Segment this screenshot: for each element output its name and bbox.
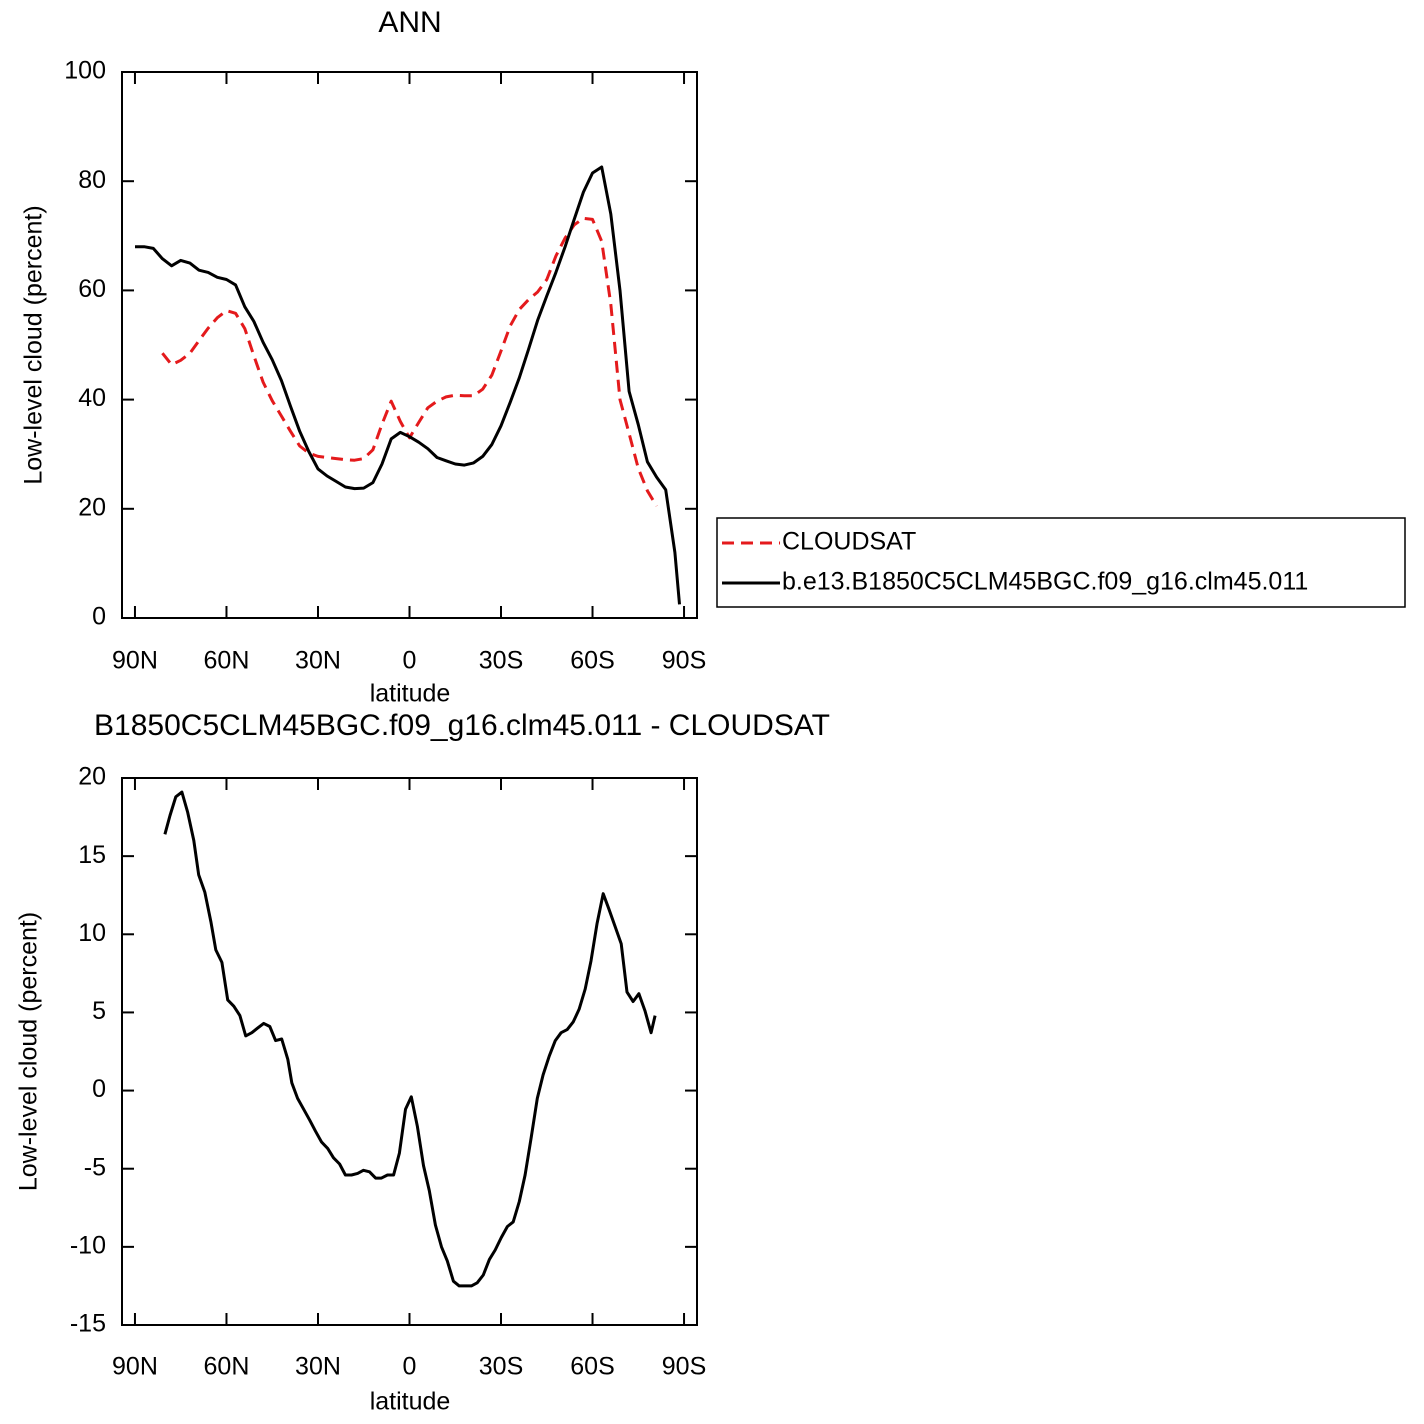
x-tick-label: 60S — [570, 1353, 614, 1381]
x-tick-label: 60N — [204, 647, 250, 675]
x-tick-label: 60N — [204, 1353, 250, 1381]
x-tick-label: 90N — [112, 1353, 158, 1381]
data-line — [135, 165, 681, 605]
y-tick-label: 80 — [78, 166, 106, 194]
legend-box — [716, 517, 1406, 608]
legend-label: b.e13.B1850C5CLM45BGC.f09_g16.clm45.011 — [782, 568, 1308, 596]
y-axis-label: Low-level cloud (percent) — [20, 205, 48, 484]
x-tick-label: 30N — [295, 647, 341, 675]
y-tick-label: 15 — [78, 841, 106, 869]
plot-frame — [121, 71, 698, 619]
x-tick-label: 90N — [112, 647, 158, 675]
x-tick-label: 90S — [662, 1353, 706, 1381]
x-tick-label: 90S — [662, 647, 706, 675]
y-tick-label: 20 — [78, 763, 106, 791]
y-tick-label: 40 — [78, 384, 106, 412]
x-tick-label: 60S — [570, 647, 614, 675]
y-tick-label: 100 — [64, 57, 106, 85]
x-axis-label: latitude — [370, 1388, 451, 1416]
y-tick-label: -5 — [84, 1153, 106, 1181]
y-tick-label: 5 — [92, 997, 106, 1025]
plot-frame — [121, 777, 698, 1326]
data-line — [163, 790, 657, 1288]
data-line — [161, 216, 658, 507]
x-tick-label: 0 — [403, 1353, 417, 1381]
x-tick-label: 0 — [403, 647, 417, 675]
y-tick-label: 60 — [78, 275, 106, 303]
legend-label: CLOUDSAT — [782, 528, 916, 556]
y-tick-label: 10 — [78, 919, 106, 947]
chart-title: B1850C5CLM45BGC.f09_g16.clm45.011 - CLOU… — [94, 709, 830, 742]
x-tick-label: 30S — [479, 1353, 523, 1381]
y-axis-label: Low-level cloud (percent) — [15, 912, 43, 1191]
y-tick-label: -10 — [70, 1231, 106, 1259]
y-tick-label: -15 — [70, 1310, 106, 1338]
chart-title: ANN — [378, 6, 441, 39]
y-tick-label: 0 — [92, 1075, 106, 1103]
y-tick-label: 0 — [92, 603, 106, 631]
y-tick-label: 20 — [78, 493, 106, 521]
x-axis-label: latitude — [370, 680, 451, 708]
x-tick-label: 30S — [479, 647, 523, 675]
x-tick-label: 30N — [295, 1353, 341, 1381]
